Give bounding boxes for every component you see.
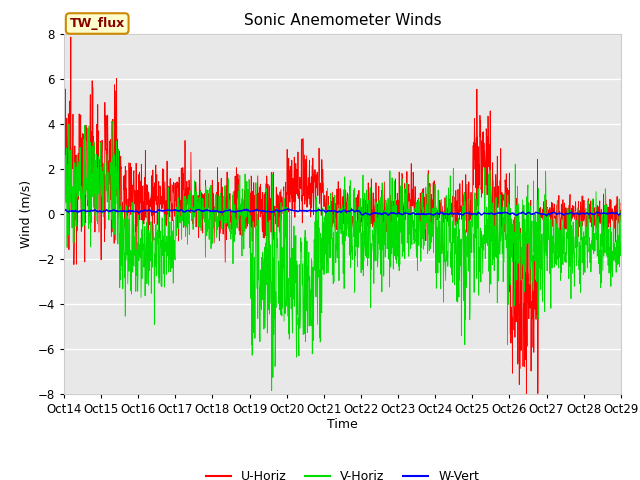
Text: TW_flux: TW_flux [70, 17, 125, 30]
Legend: U-Horiz, V-Horiz, W-Vert: U-Horiz, V-Horiz, W-Vert [201, 465, 484, 480]
Title: Sonic Anemometer Winds: Sonic Anemometer Winds [244, 13, 441, 28]
Y-axis label: Wind (m/s): Wind (m/s) [19, 180, 32, 248]
X-axis label: Time: Time [327, 419, 358, 432]
